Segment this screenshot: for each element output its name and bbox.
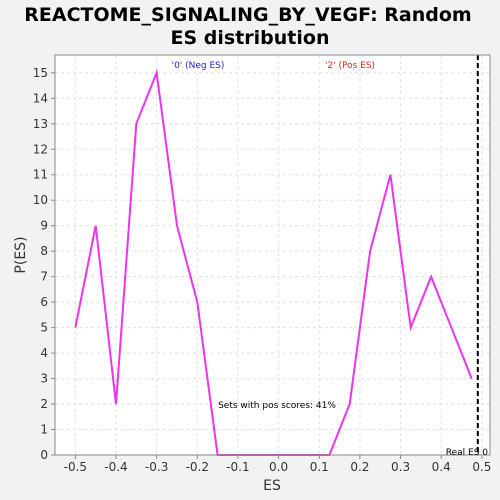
x-tick-label: -0.5 [64,460,87,474]
chart-title-line-2: ES distribution [171,27,330,49]
y-tick-label: 6 [40,295,48,309]
y-tick-label: 13 [33,117,48,131]
x-tick-label: 0.3 [391,460,410,474]
plot-border [54,54,491,456]
x-tick-label: -0.2 [186,460,209,474]
x-axis-label: ES [263,478,281,494]
y-tick-label: 4 [40,346,48,360]
x-tick-label: 0.4 [432,460,451,474]
y-tick-label: 0 [40,448,48,462]
x-tick-label: 0.0 [269,460,288,474]
x-tick-label: 0.5 [472,460,491,474]
x-axis-ticks: -0.5 -0.4 -0.3 -0.2 -0.1 0.0 0.1 0.2 0.3 0.4 0.5 [64,455,491,474]
pos-es-label: '2' (Pos ES) [325,61,375,71]
y-tick-label: 9 [40,219,48,233]
y-tick-label: 5 [40,321,48,335]
y-tick-label: 14 [33,91,48,105]
y-tick-label: 8 [40,244,48,258]
y-tick-label: 10 [33,193,48,207]
grid [55,55,490,456]
y-tick-label: 15 [33,66,48,80]
x-tick-label: -0.1 [226,460,249,474]
plot-area [55,55,490,455]
y-tick-label: 3 [40,372,48,386]
x-tick-label: 0.1 [310,460,329,474]
real-es-label: Real ES 0 [446,448,489,458]
y-tick-label: 7 [40,270,48,284]
neg-es-label: '0' (Neg ES) [172,61,225,71]
x-tick-label: -0.3 [145,460,168,474]
y-tick-label: 12 [33,142,48,156]
x-tick-label: -0.4 [104,460,127,474]
y-axis-label: P(ES) [13,236,29,273]
y-tick-label: 2 [40,397,48,411]
pos-scores-label: Sets with pos scores: 41% [218,401,336,411]
y-tick-label: 1 [40,423,48,437]
y-tick-label: 11 [33,168,48,182]
x-tick-label: 0.2 [350,460,369,474]
chart-title-line-1: REACTOME_SIGNALING_BY_VEGF: Random [24,4,471,26]
